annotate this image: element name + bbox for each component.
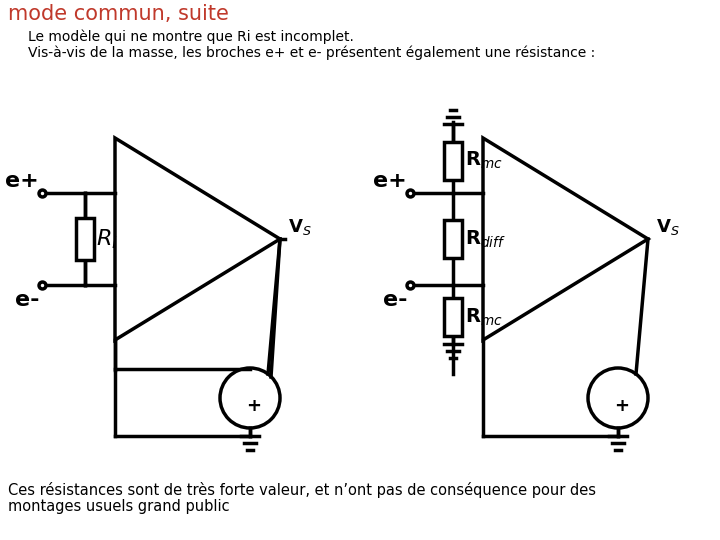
- Text: e-: e-: [14, 291, 39, 310]
- Text: Ces résistances sont de très forte valeur, et n’ont pas de conséquence pour des: Ces résistances sont de très forte valeu…: [8, 482, 596, 498]
- Bar: [444, 299, 462, 336]
- Text: mode commun, suite: mode commun, suite: [8, 4, 229, 24]
- Text: e+: e+: [5, 171, 39, 191]
- Text: montages usuels grand public: montages usuels grand public: [8, 499, 230, 514]
- Bar: [76, 218, 94, 260]
- Text: V$_S$: V$_S$: [288, 217, 312, 237]
- Bar: [444, 220, 462, 258]
- Bar: [444, 141, 462, 179]
- Text: R$_{mc}$: R$_{mc}$: [465, 150, 503, 171]
- Text: V$_S$: V$_S$: [656, 217, 680, 237]
- Text: e-: e-: [382, 291, 407, 310]
- Text: +: +: [246, 397, 261, 415]
- Text: +: +: [614, 397, 629, 415]
- Text: Le modèle qui ne montre que Ri est incomplet.: Le modèle qui ne montre que Ri est incom…: [28, 30, 354, 44]
- Text: Vis-à-vis de la masse, les broches e+ et e- présentent également une résistance : Vis-à-vis de la masse, les broches e+ et…: [28, 46, 595, 60]
- Text: R$_{diff}$: R$_{diff}$: [465, 228, 506, 249]
- Text: $R_i$: $R_i$: [96, 227, 117, 251]
- Text: e+: e+: [373, 171, 407, 191]
- Text: R$_{mc}$: R$_{mc}$: [465, 307, 503, 328]
